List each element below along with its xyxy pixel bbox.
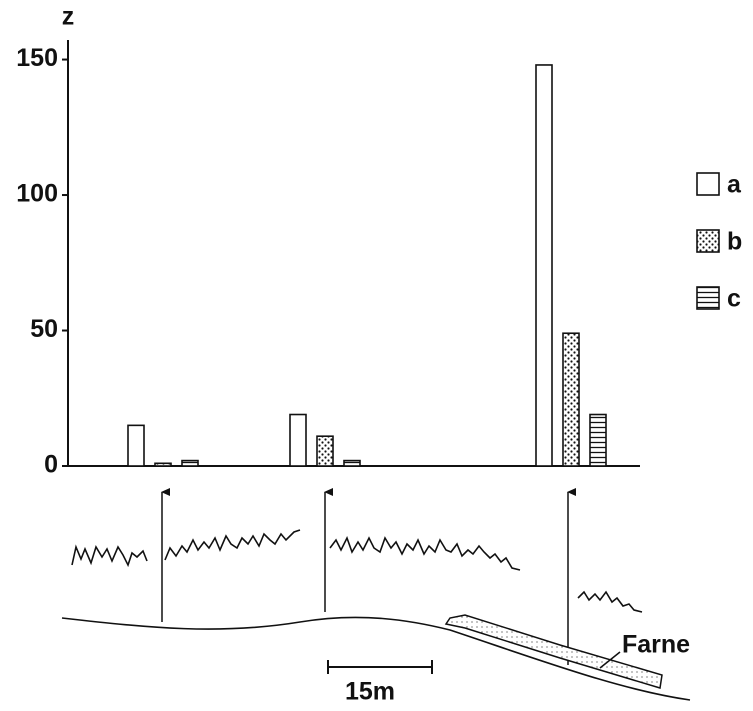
bar xyxy=(289,413,307,467)
bar xyxy=(181,459,199,467)
y-tick-label: 150 xyxy=(16,44,58,72)
legend-swatch xyxy=(696,172,720,196)
legend-label: a xyxy=(727,171,742,199)
y-axis-label: z xyxy=(62,3,75,31)
y-tick-label: 0 xyxy=(44,451,58,479)
legend-label: b xyxy=(727,228,742,256)
bar xyxy=(154,462,172,467)
legend-label: c xyxy=(727,285,741,313)
legend-swatch xyxy=(696,286,720,310)
bar xyxy=(316,435,334,467)
annotation-farne: Farne xyxy=(622,631,690,659)
bar xyxy=(562,332,580,467)
legend-swatch xyxy=(696,229,720,253)
scale-label: 15m xyxy=(345,678,395,706)
bar xyxy=(535,64,553,467)
transect-sketch xyxy=(61,488,691,701)
y-tick-label: 100 xyxy=(16,180,58,208)
bar xyxy=(343,459,361,467)
bar xyxy=(589,413,607,467)
bar xyxy=(127,424,145,467)
y-tick-label: 50 xyxy=(30,315,58,343)
